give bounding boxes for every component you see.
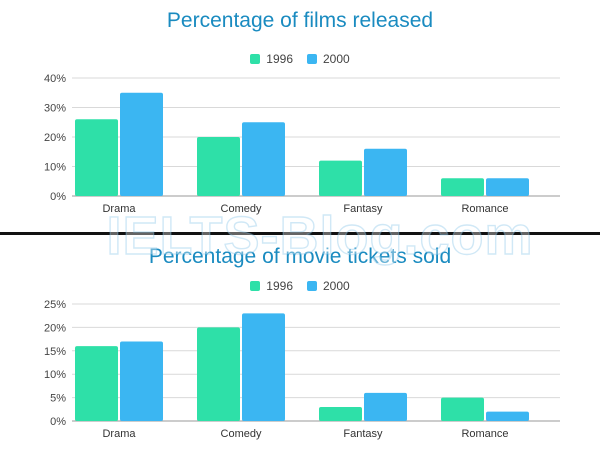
chart-title: Percentage of movie tickets sold (148, 245, 452, 268)
legend-swatch-1996 (250, 281, 261, 291)
bar-romance-1996 (441, 397, 484, 421)
bar-fantasy-1996 (319, 160, 362, 196)
chart-tickets-sold: Percentage of movie tickets sold 1996 20… (0, 237, 600, 450)
legend-swatch-2000 (307, 281, 317, 291)
legend-swatch-1996 (250, 54, 261, 64)
bar-romance-2000 (486, 178, 529, 196)
x-category-label: Romance (461, 428, 508, 440)
x-category-label: Drama (102, 203, 136, 215)
y-tick-label: 30% (44, 103, 66, 115)
divider (0, 232, 600, 235)
bar-fantasy-2000 (364, 392, 407, 421)
x-category-label: Romance (461, 203, 508, 215)
y-tick-label: 0% (50, 416, 66, 428)
bar-comedy-2000 (242, 122, 285, 196)
y-tick-label: 10% (44, 369, 66, 381)
legend-swatch-2000 (307, 54, 317, 64)
legend: 1996 2000 (0, 279, 600, 293)
legend-label-1996: 1996 (266, 52, 293, 66)
bar-drama-2000 (120, 92, 163, 196)
legend: 1996 2000 (0, 52, 600, 66)
y-tick-label: 10% (44, 162, 66, 174)
plot-area: 0% 5% 10% 15% 20% 25% Drama Comedy Fantasy Romanc… (44, 299, 560, 440)
chart-title: Percentage of films released (166, 9, 434, 32)
plot-area: 0% 10% 20% 30% 40% Drama Comedy Fantasy Romance (44, 73, 560, 215)
bar-romance-2000 (486, 411, 529, 421)
bar-drama-1996 (75, 346, 118, 421)
legend-label-2000: 2000 (323, 279, 350, 293)
x-category-label: Comedy (221, 203, 262, 215)
y-tick-label: 40% (44, 73, 66, 85)
legend-label-1996: 1996 (266, 279, 293, 293)
bar-fantasy-1996 (319, 406, 362, 421)
y-tick-label: 0% (50, 191, 66, 203)
x-category-label: Fantasy (343, 428, 383, 440)
bar-drama-2000 (120, 341, 163, 421)
legend-item-2000: 2000 (307, 52, 350, 66)
y-tick-label: 15% (44, 346, 66, 358)
x-category-label: Comedy (221, 428, 262, 440)
bar-comedy-2000 (242, 313, 285, 421)
chart-films-released: Percentage of films released 1996 2000 0… (0, 9, 600, 215)
y-tick-label: 20% (44, 132, 66, 144)
bar-comedy-1996 (197, 327, 240, 421)
legend-item-2000: 2000 (307, 279, 350, 293)
y-tick-label: 5% (50, 393, 66, 405)
legend-item-1996: 1996 (250, 279, 293, 293)
legend-label-2000: 2000 (323, 52, 350, 66)
x-category-label: Fantasy (343, 203, 383, 215)
bar-romance-1996 (441, 178, 484, 196)
bar-drama-1996 (75, 119, 118, 196)
y-tick-label: 25% (44, 299, 66, 311)
legend-item-1996: 1996 (250, 52, 293, 66)
y-tick-label: 20% (44, 322, 66, 334)
bar-comedy-1996 (197, 137, 240, 196)
x-category-label: Drama (102, 428, 136, 440)
bar-fantasy-2000 (364, 148, 407, 196)
